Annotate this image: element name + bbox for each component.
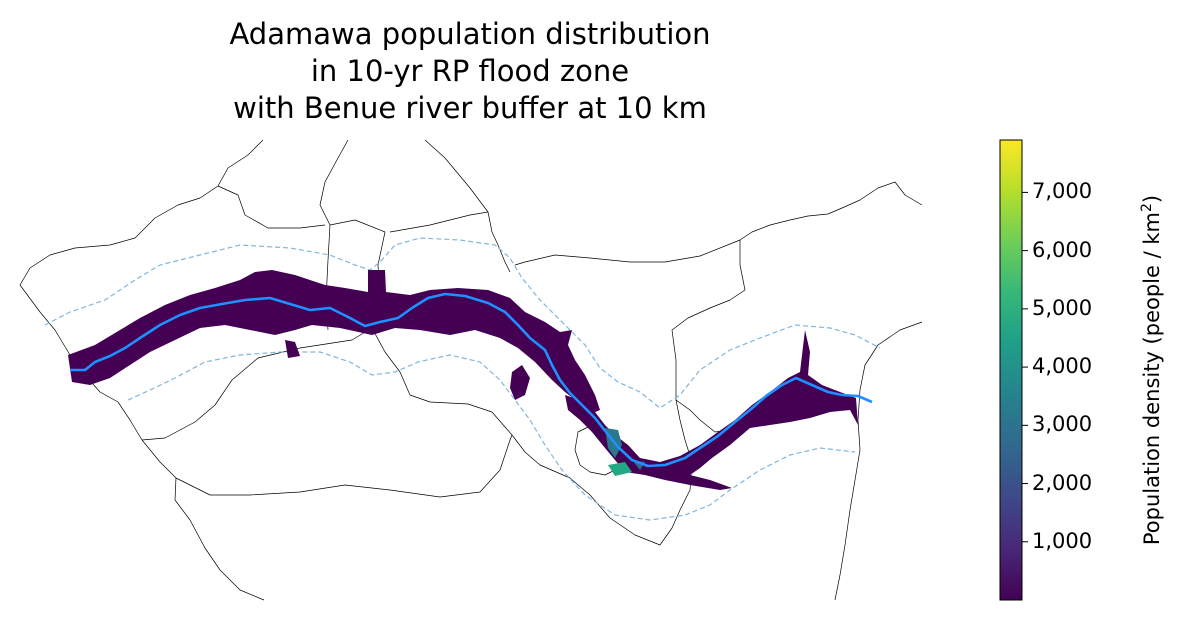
- lga-line-5: [389, 211, 489, 233]
- colorbar-tick-label: 3,000: [1032, 412, 1093, 437]
- colorbar: [999, 139, 1028, 601]
- colorbar-label: Population density (people / km2): [1139, 194, 1164, 546]
- lga-line-7: [175, 434, 513, 498]
- state-outline-east: [514, 181, 923, 266]
- colorbar-tick-label: 5,000: [1032, 295, 1093, 320]
- flood-zone-south: [565, 330, 858, 490]
- colorbar-ticks: [1022, 191, 1028, 543]
- colorbar-tick-label: 6,000: [1032, 237, 1093, 262]
- lga-line-2: [217, 185, 326, 229]
- lga-boundaries: [19, 139, 923, 601]
- flood-zone-west: [68, 270, 600, 415]
- colorbar-tick-label: 2,000: [1032, 470, 1093, 495]
- colorbar-label-sup: 2: [1139, 203, 1155, 213]
- flood-zone-raster: [68, 270, 858, 490]
- lga-line-3: [424, 139, 511, 273]
- title-line-1: Adamawa population distribution: [229, 17, 711, 51]
- colorbar-gradient: [999, 139, 1023, 601]
- colorbar-label-text: Population density (people / km: [1140, 212, 1164, 546]
- colorbar-label-close: ): [1140, 194, 1164, 204]
- colorbar-tick-label: 7,000: [1032, 179, 1093, 204]
- map-title: Adamawa population distribution in 10-yr…: [120, 16, 820, 127]
- high-density-patch-2: [608, 462, 632, 476]
- flood-zone-islet: [285, 340, 300, 358]
- state-outline: [19, 139, 265, 601]
- buffer-south: [127, 351, 856, 521]
- title-line-3: with Benue river buffer at 10 km: [233, 91, 707, 125]
- lga-line-6: [371, 240, 746, 546]
- river-buffer: [44, 237, 881, 521]
- lga-line-8: [675, 399, 731, 433]
- buffer-north: [44, 237, 881, 409]
- lga-line-4: [141, 219, 386, 441]
- colorbar-tick-label: 4,000: [1032, 354, 1093, 379]
- state-outline-se: [834, 321, 923, 601]
- title-line-2: in 10-yr RP flood zone: [310, 54, 630, 88]
- colorbar-tick-label: 1,000: [1032, 528, 1093, 553]
- benue-river: [70, 292, 873, 468]
- flood-zone-lobe: [510, 365, 530, 400]
